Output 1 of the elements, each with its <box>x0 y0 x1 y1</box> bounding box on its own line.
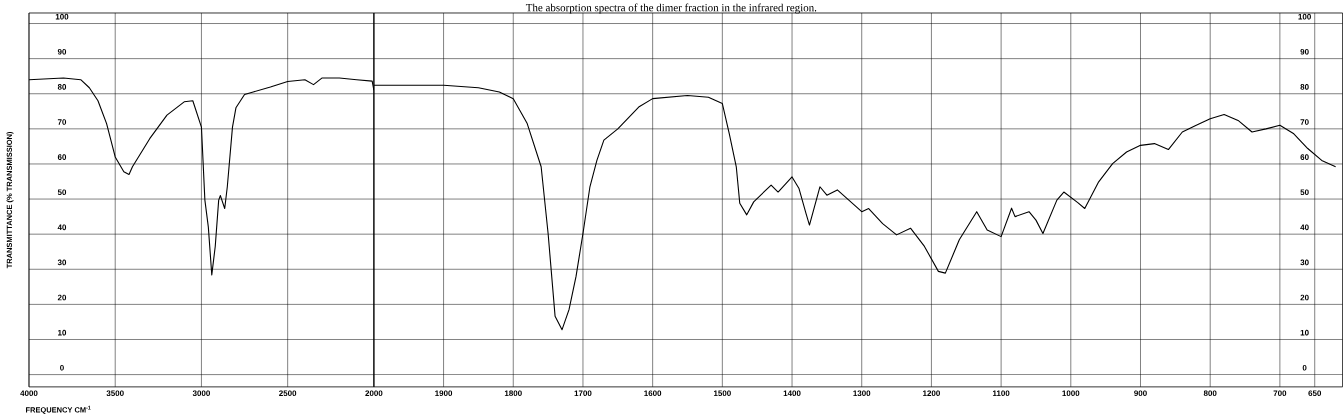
chart-title: The absorption spectra of the dimer fraction in the infrared region. <box>525 3 817 14</box>
